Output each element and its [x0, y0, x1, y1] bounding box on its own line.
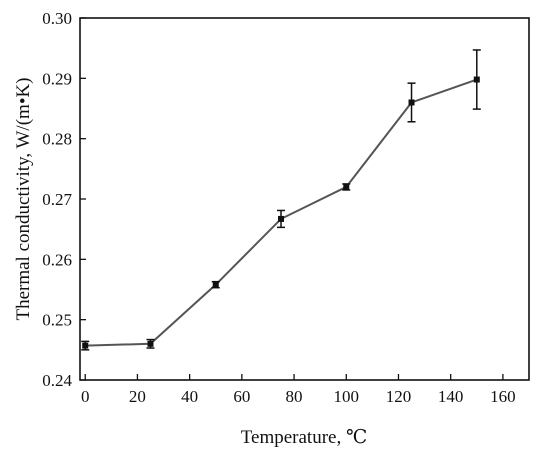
y-tick-label: 0.28 — [42, 130, 72, 149]
x-axis-ticks: 0 20 40 60 80 100 120 140 160 — [81, 374, 516, 406]
plot-frame — [79, 17, 530, 381]
data-point — [278, 215, 285, 222]
y-tick-label: 0.24 — [42, 371, 72, 390]
x-tick-label: 140 — [438, 387, 464, 406]
x-tick-label: 20 — [129, 387, 146, 406]
x-tick-label: 120 — [386, 387, 412, 406]
y-tick-label: 0.27 — [42, 190, 72, 209]
data-point — [473, 76, 480, 83]
data-point — [147, 340, 154, 347]
data-point — [212, 281, 219, 288]
y-axis-title: Thermal conductivity, W/(m•K) — [13, 77, 34, 320]
x-tick-label: 60 — [233, 387, 250, 406]
x-tick-label: 100 — [334, 387, 360, 406]
y-tick-label: 0.29 — [42, 69, 72, 88]
x-tick-label: 80 — [286, 387, 303, 406]
y-tick-label: 0.30 — [42, 9, 72, 28]
series-layer — [81, 49, 481, 351]
x-tick-label: 0 — [81, 387, 90, 406]
data-point — [82, 342, 89, 349]
x-tick-label: 160 — [490, 387, 516, 406]
data-point — [408, 99, 415, 106]
y-axis-ticks: 0.24 0.25 0.26 0.27 0.28 0.29 0.30 — [42, 9, 86, 390]
y-tick-label: 0.26 — [42, 250, 72, 269]
data-point — [343, 183, 350, 190]
x-tick-label: 40 — [181, 387, 198, 406]
x-axis-title: Temperature, ℃ — [241, 427, 367, 448]
y-tick-label: 0.25 — [42, 311, 72, 330]
